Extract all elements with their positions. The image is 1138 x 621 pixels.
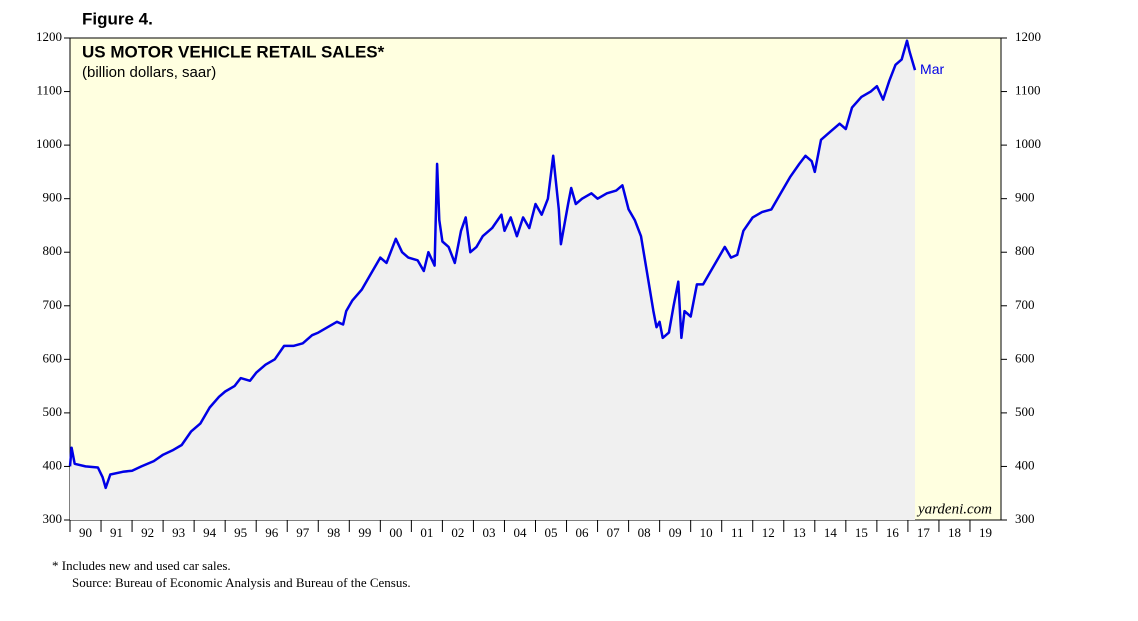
x-tick-label: 09 — [669, 525, 682, 540]
y-tick-label: 300 — [43, 511, 63, 526]
x-tick-label: 07 — [607, 525, 621, 540]
x-tick-label: 13 — [793, 525, 806, 540]
x-tick-label: 19 — [979, 525, 992, 540]
x-tick-label: 12 — [762, 525, 775, 540]
y2-tick-label: 600 — [1015, 350, 1035, 365]
y2-tick-label: 800 — [1015, 243, 1035, 258]
x-tick-label: 03 — [482, 525, 495, 540]
x-tick-label: 14 — [824, 525, 838, 540]
y-tick-label: 1000 — [36, 136, 62, 151]
x-tick-label: 96 — [265, 525, 279, 540]
y2-tick-label: 300 — [1015, 511, 1035, 526]
watermark: yardeni.com — [916, 501, 992, 517]
x-tick-label: 99 — [358, 525, 371, 540]
y2-tick-label: 1100 — [1015, 83, 1041, 98]
y2-tick-label: 900 — [1015, 190, 1035, 205]
x-tick-label: 11 — [731, 525, 744, 540]
y-tick-label: 600 — [43, 350, 63, 365]
y2-tick-label: 1000 — [1015, 136, 1041, 151]
x-tick-label: 90 — [79, 525, 92, 540]
y2-tick-label: 500 — [1015, 404, 1035, 419]
x-tick-label: 06 — [576, 525, 590, 540]
area — [70, 40, 915, 520]
x-tick-label: 93 — [172, 525, 185, 540]
x-tick-label: 92 — [141, 525, 154, 540]
x-tick-label: 04 — [513, 525, 527, 540]
x-tick-label: 18 — [948, 525, 961, 540]
x-tick-label: 95 — [234, 525, 247, 540]
y-tick-label: 500 — [43, 404, 63, 419]
figure-label: Figure 4. — [82, 9, 153, 28]
y-tick-label: 900 — [43, 190, 63, 205]
x-tick-label: 98 — [327, 525, 340, 540]
y2-tick-label: 1200 — [1015, 29, 1041, 44]
x-tick-label: 91 — [110, 525, 123, 540]
x-tick-label: 02 — [451, 525, 464, 540]
x-tick-label: 01 — [420, 525, 433, 540]
x-tick-label: 97 — [296, 525, 310, 540]
x-tick-label: 08 — [638, 525, 651, 540]
y-tick-label: 1200 — [36, 29, 62, 44]
x-tick-label: 05 — [545, 525, 558, 540]
footnote: * Includes new and used car sales. — [52, 558, 231, 573]
x-tick-label: 15 — [855, 525, 868, 540]
chart-title: US MOTOR VEHICLE RETAIL SALES* — [82, 42, 385, 61]
x-tick-label: 17 — [917, 525, 931, 540]
end-annotation: Mar — [920, 61, 944, 77]
chart-subtitle: (billion dollars, saar) — [82, 64, 216, 81]
x-tick-label: 94 — [203, 525, 217, 540]
x-tick-label: 16 — [886, 525, 900, 540]
x-tick-label: 10 — [700, 525, 713, 540]
y-tick-label: 800 — [43, 243, 63, 258]
source: Source: Bureau of Economic Analysis and … — [72, 575, 411, 590]
x-tick-label: 00 — [389, 525, 402, 540]
y-tick-label: 700 — [43, 297, 63, 312]
y-tick-label: 400 — [43, 457, 63, 472]
line — [68, 39, 917, 490]
y2-tick-label: 400 — [1015, 457, 1035, 472]
y-tick-label: 1100 — [36, 83, 62, 98]
y2-tick-label: 700 — [1015, 297, 1035, 312]
